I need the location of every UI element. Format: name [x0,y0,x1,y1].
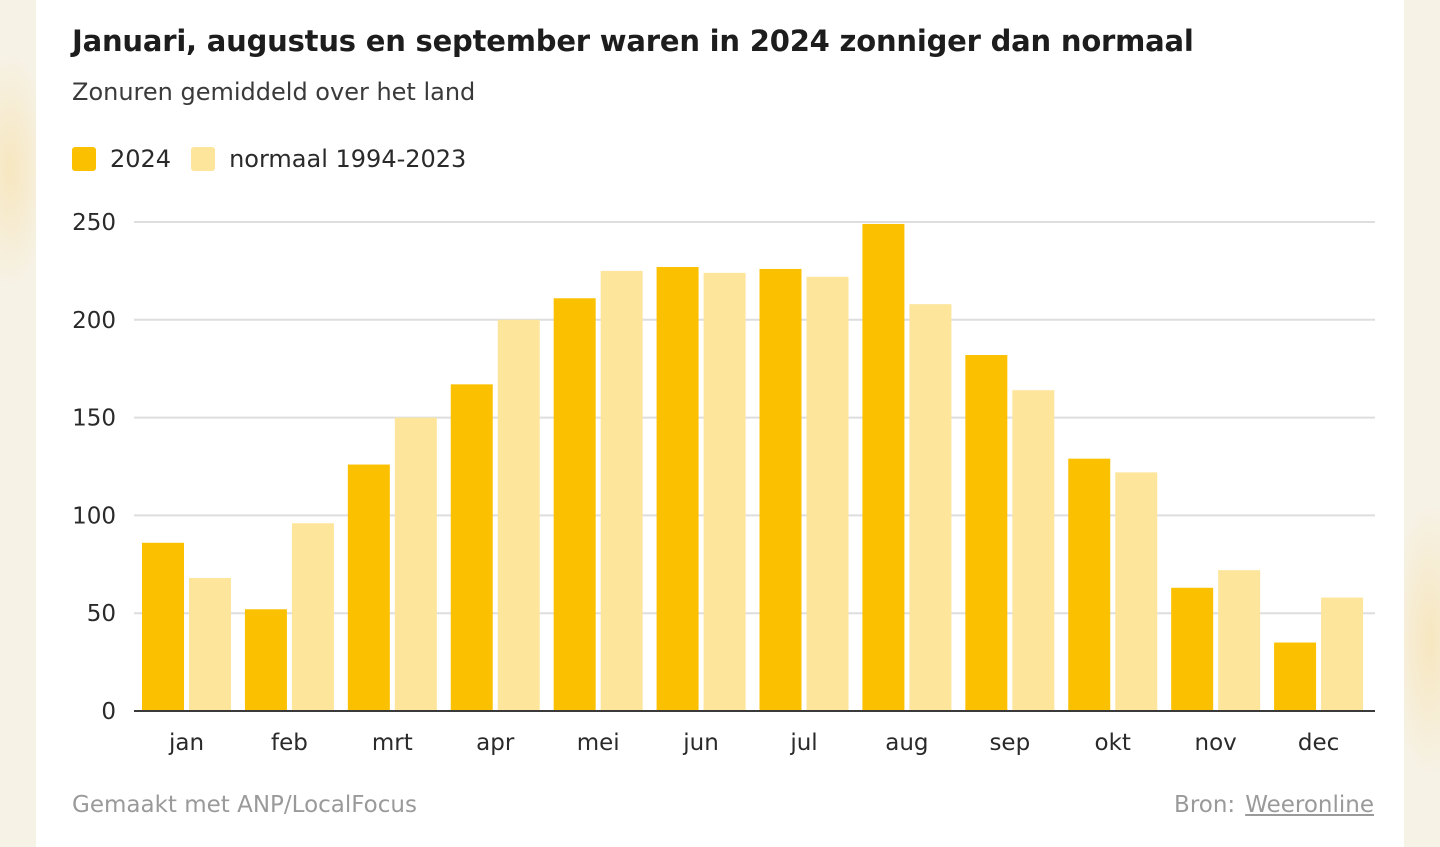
y-tick-label: 150 [72,406,116,432]
bar-normaal[interactable]: jul normaal 1994-2023: 222 [806,276,849,711]
x-tick-label: dec [1298,730,1339,756]
y-tick-label: 50 [87,601,116,627]
chart-subtitle: Zonuren gemiddeld over het land [72,78,476,106]
made-with-credit: Gemaakt met ANP/LocalFocus [72,792,417,818]
bar-2024[interactable]: apr 2024: 167 [450,384,493,711]
source-label: Bron: [1174,792,1236,818]
x-tick-label: mei [577,730,620,756]
legend-label-2024: 2024 [110,145,172,173]
bar-normaal[interactable]: dec normaal 1994-2023: 58 [1321,597,1364,711]
x-tick-label: apr [476,730,515,756]
bar-2024[interactable]: jul 2024: 226 [759,268,802,711]
bar-normaal[interactable]: mei normaal 1994-2023: 225 [600,270,643,711]
legend-label-normaal: normaal 1994-2023 [229,145,467,173]
x-tick-label: okt [1095,730,1131,756]
bar-2024[interactable]: okt 2024: 129 [1068,458,1111,711]
bar-2024[interactable]: mrt 2024: 126 [347,464,390,711]
legend-swatch-2024 [72,147,96,171]
legend-item-2024[interactable]: 2024 [72,145,171,173]
bar-normaal[interactable]: sep normaal 1994-2023: 164 [1012,390,1055,711]
x-tick-label: jan [168,730,204,756]
chart-title: Januari, augustus en september waren in … [72,24,1194,58]
y-tick-label: 200 [72,308,116,334]
bar-2024[interactable]: jan 2024: 86 [142,542,184,711]
legend-item-normaal[interactable]: normaal 1994-2023 [191,145,466,173]
x-tick-label: sep [989,730,1030,756]
bar-normaal[interactable]: jan normaal 1994-2023: 68 [189,577,231,711]
x-tick-label: nov [1195,730,1237,756]
bar-2024[interactable]: mei 2024: 211 [553,298,596,711]
y-tick-label: 250 [72,210,116,236]
source-credit: Bron: Weeronline [1174,792,1374,818]
bar-normaal[interactable]: aug normaal 1994-2023: 208 [909,304,952,711]
bar-2024[interactable]: aug 2024: 249 [862,223,905,711]
x-tick-label: aug [885,730,928,756]
bar-2024[interactable]: dec 2024: 35 [1274,642,1317,711]
bar-normaal[interactable]: jun normaal 1994-2023: 224 [703,272,746,711]
bar-normaal[interactable]: mrt normaal 1994-2023: 150 [394,417,437,711]
bar-normaal[interactable]: apr normaal 1994-2023: 200 [497,319,540,711]
y-tick-label: 100 [72,503,116,529]
legend-swatch-normaal [191,147,216,171]
x-tick-label: jun [682,730,719,756]
bar-2024[interactable]: nov 2024: 63 [1171,587,1214,711]
bar-2024[interactable]: feb 2024: 52 [244,609,287,711]
chart-legend: 2024 normaal 1994-2023 [72,143,486,175]
y-tick-label: 0 [101,699,116,725]
source-link[interactable]: Weeronline [1245,792,1374,818]
bar-normaal[interactable]: okt normaal 1994-2023: 122 [1115,472,1158,711]
x-tick-label: feb [271,730,308,756]
x-tick-label: jul [789,730,817,756]
bar-normaal[interactable]: feb normaal 1994-2023: 96 [291,523,334,711]
bar-normaal[interactable]: nov normaal 1994-2023: 72 [1218,570,1261,711]
x-tick-label: mrt [372,730,413,756]
bar-2024[interactable]: sep 2024: 182 [965,355,1008,711]
bar-2024[interactable]: jun 2024: 227 [656,266,699,711]
